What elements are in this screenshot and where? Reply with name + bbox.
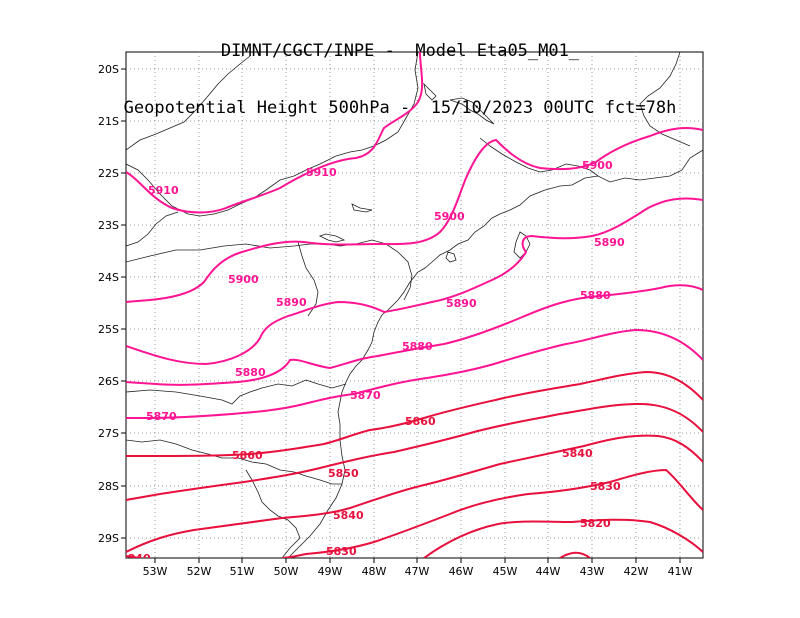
contour-label-5850: 5850	[328, 467, 359, 480]
state-border-mg-es	[639, 52, 691, 147]
contour-5810	[559, 551, 591, 558]
lon-label: 43W	[580, 565, 605, 578]
latitude-labels: 20S 21S 22S 23S 24S 25S 26S 27S 28S 29S	[98, 63, 119, 545]
lat-label: 28S	[98, 480, 119, 493]
contour-label-5880: 5880	[235, 366, 266, 379]
state-border-pr-ms	[126, 211, 179, 247]
contour-label-5880: 5880	[402, 340, 433, 353]
lat-label: 20S	[98, 63, 119, 76]
contour-label-5840: 5840	[333, 509, 364, 522]
contour-label-5840: 5840	[120, 552, 151, 565]
lon-label: 50W	[274, 565, 299, 578]
contour-label-5820: 5820	[580, 517, 611, 530]
contour-label-5840: 5840	[562, 447, 593, 460]
lat-label: 25S	[98, 323, 119, 336]
contour-5880	[126, 284, 703, 386]
island-sao-sebastiao	[445, 251, 457, 263]
lon-label: 52W	[187, 565, 212, 578]
lat-label: 29S	[98, 532, 119, 545]
contour-label-5830: 5830	[590, 480, 621, 493]
contour-5840	[126, 434, 703, 553]
state-border-sc-rs	[126, 439, 342, 485]
lon-label: 47W	[405, 565, 430, 578]
contour-label-5830: 5830	[326, 545, 357, 558]
river-parana	[297, 241, 319, 317]
contour-5820	[423, 518, 703, 558]
geopotential-contours	[126, 52, 703, 558]
contour-label-5890: 5890	[446, 297, 477, 310]
lon-label: 41W	[668, 565, 693, 578]
contour-5890	[126, 197, 703, 366]
axis-ticks	[121, 68, 681, 563]
map-title: DIMNT/CGCT/INPE - Model Eta05_M01_ Geopo…	[0, 4, 800, 137]
lat-label: 27S	[98, 427, 119, 440]
contour-label-5900: 5900	[434, 210, 465, 223]
contour-5870	[126, 328, 703, 419]
lat-label: 24S	[98, 271, 119, 284]
contour-5910-west	[126, 52, 424, 214]
lon-label: 51W	[230, 565, 255, 578]
title-line-1: DIMNT/CGCT/INPE - Model Eta05_M01_	[220, 41, 580, 61]
lon-label: 45W	[493, 565, 518, 578]
lake-rio-grande	[423, 82, 437, 101]
state-border-mg-go	[126, 55, 251, 151]
lon-label: 53W	[143, 565, 168, 578]
contour-5850	[126, 402, 703, 501]
contour-label-5890: 5890	[594, 236, 625, 249]
lon-label: 49W	[318, 565, 343, 578]
contour-label-5860: 5860	[405, 415, 436, 428]
lat-label: 23S	[98, 219, 119, 232]
contour-label-5890: 5890	[276, 296, 307, 309]
contour-label-5870: 5870	[146, 410, 177, 423]
lake-parana-lagoon	[318, 233, 346, 243]
contour-label-5880: 5880	[580, 289, 611, 302]
contour-label-5910: 5910	[306, 166, 337, 179]
contour-label-5900: 5900	[582, 159, 613, 172]
coastline-and-borders	[126, 52, 703, 558]
lake-sp	[351, 203, 373, 213]
contour-label-5870: 5870	[350, 389, 381, 402]
contour-label-5860: 5860	[232, 449, 263, 462]
lat-label: 22S	[98, 167, 119, 180]
title-line-2: Geopotential Height 500hPa - 15/10/2023 …	[123, 98, 677, 118]
longitude-labels: 53W 52W 51W 50W 49W 48W 47W 46W 45W 44W …	[143, 565, 693, 578]
lon-label: 42W	[624, 565, 649, 578]
contour-label-5900: 5900	[228, 273, 259, 286]
lat-label: 21S	[98, 115, 119, 128]
lon-label: 48W	[362, 565, 387, 578]
contour-5860	[126, 370, 703, 457]
country-border-argentina	[245, 469, 301, 558]
state-border-pr-sc	[126, 379, 347, 405]
lon-label: 44W	[536, 565, 561, 578]
lon-label: 46W	[449, 565, 474, 578]
lake-furnas	[449, 97, 495, 125]
contour-label-5910: 5910	[148, 184, 179, 197]
lat-label: 26S	[98, 375, 119, 388]
contour-labels: 5910 5910 5900 5900 5900 5890 5890 5890 …	[120, 159, 625, 565]
contour-5830	[281, 468, 703, 558]
contour-5900-north	[126, 127, 703, 303]
contour-5840-sw	[126, 555, 141, 558]
